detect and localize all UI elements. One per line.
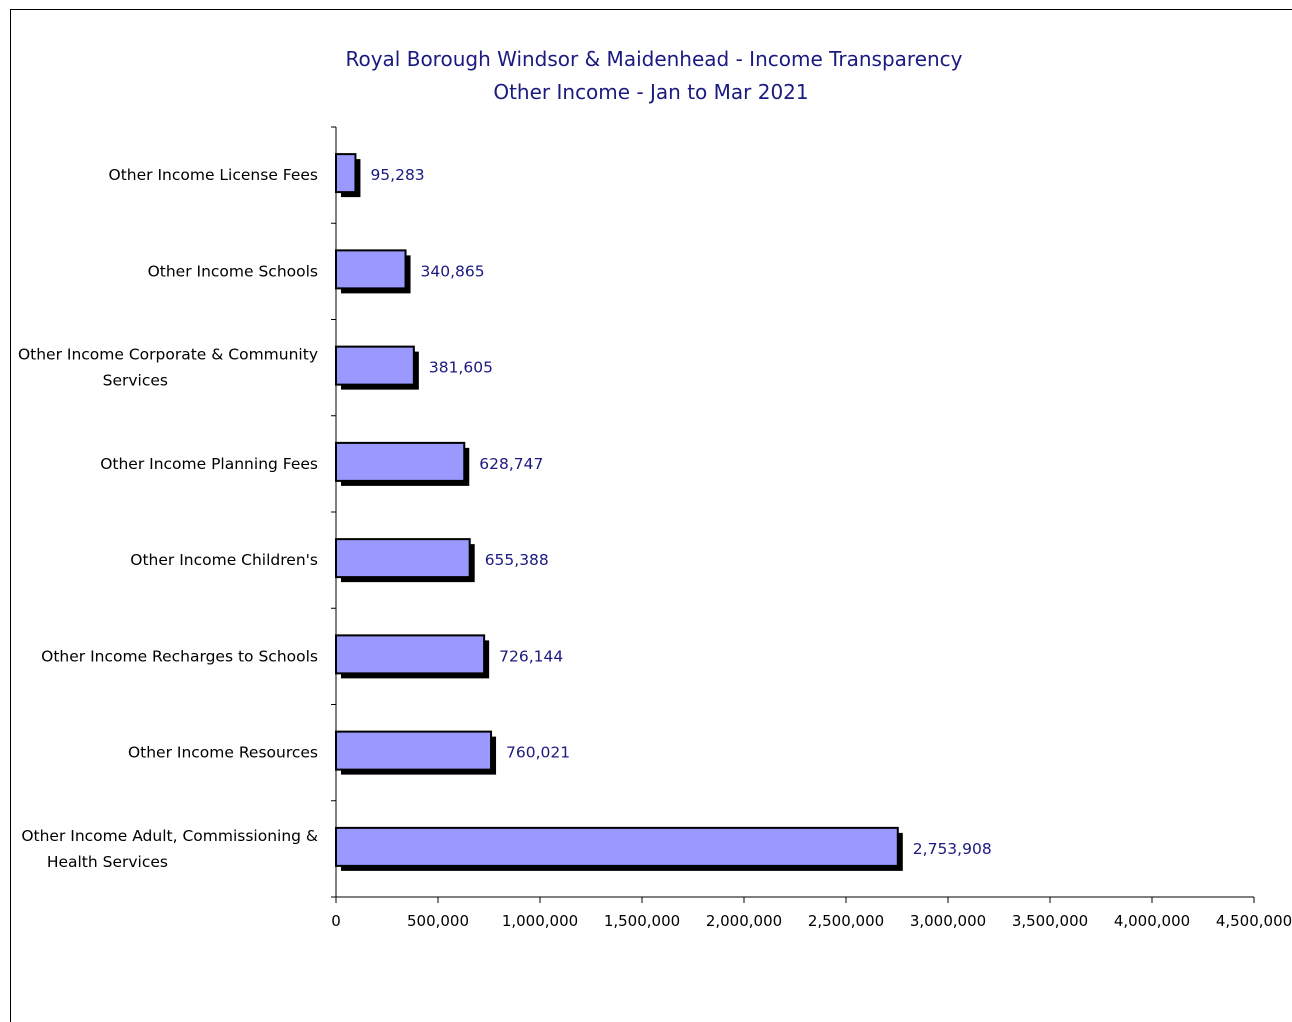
- x-tick-label-3: 1,500,000: [604, 912, 680, 930]
- axes-group: 0 500,000 1,000,000 1,500,000 2,000,000 2,500…: [331, 126, 1292, 930]
- bar-6: [335, 730, 493, 771]
- bars-group: [335, 153, 903, 871]
- x-tick-label-5: 2,500,000: [808, 912, 884, 930]
- x-tick-label-7: 3,500,000: [1012, 912, 1088, 930]
- bar-4: [335, 538, 471, 579]
- bar-7: [335, 826, 899, 867]
- bar-0: [335, 153, 357, 194]
- x-tick-label-4: 2,000,000: [706, 912, 782, 930]
- data-label-0: 95,283: [370, 166, 424, 184]
- x-tick-label-2: 1,000,000: [502, 912, 578, 930]
- x-tick-label-1: 500,000: [407, 912, 469, 930]
- labels-group: 95,283 340,865 381,605 628,747 655,388 726,14…: [18, 166, 992, 871]
- data-label-7: 2,753,908: [913, 840, 992, 858]
- data-label-1: 340,865: [421, 262, 485, 280]
- data-label-6: 760,021: [506, 744, 570, 762]
- x-tick-label-8: 4,000,000: [1114, 912, 1190, 930]
- category-label-7-line-0: Other Income Adult, Commissioning &: [21, 827, 318, 845]
- category-label-4: Other Income Children's: [130, 551, 318, 569]
- category-label-5: Other Income Recharges to Schools: [41, 647, 318, 665]
- bar-5: [335, 634, 486, 675]
- data-label-5: 726,144: [499, 647, 563, 665]
- category-label-2-line-0: Other Income Corporate & Community: [18, 346, 318, 364]
- category-label-3: Other Income Planning Fees: [100, 455, 318, 473]
- x-tick-label-0: 0: [331, 912, 341, 930]
- data-label-4: 655,388: [485, 551, 549, 569]
- bar-1: [335, 249, 407, 290]
- bar-2: [335, 345, 415, 386]
- x-tick-label-6: 3,000,000: [910, 912, 986, 930]
- category-label-1: Other Income Schools: [148, 262, 318, 280]
- data-label-2: 381,605: [429, 359, 493, 377]
- category-label-6: Other Income Resources: [128, 744, 318, 762]
- category-label-0: Other Income License Fees: [109, 166, 318, 184]
- data-label-3: 628,747: [479, 455, 543, 473]
- x-tick-label-9: 4,500,000: [1216, 912, 1292, 930]
- bar-3: [335, 441, 466, 482]
- chart-subtitle: Other Income - Jan to Mar 2021: [493, 80, 808, 104]
- chart-title: Royal Borough Windsor & Maidenhead - Inc…: [345, 47, 962, 71]
- category-label-7-line-1: Health Services: [47, 853, 168, 871]
- category-label-2-line-1: Services: [103, 372, 168, 390]
- chart-frame: [10, 9, 1292, 1022]
